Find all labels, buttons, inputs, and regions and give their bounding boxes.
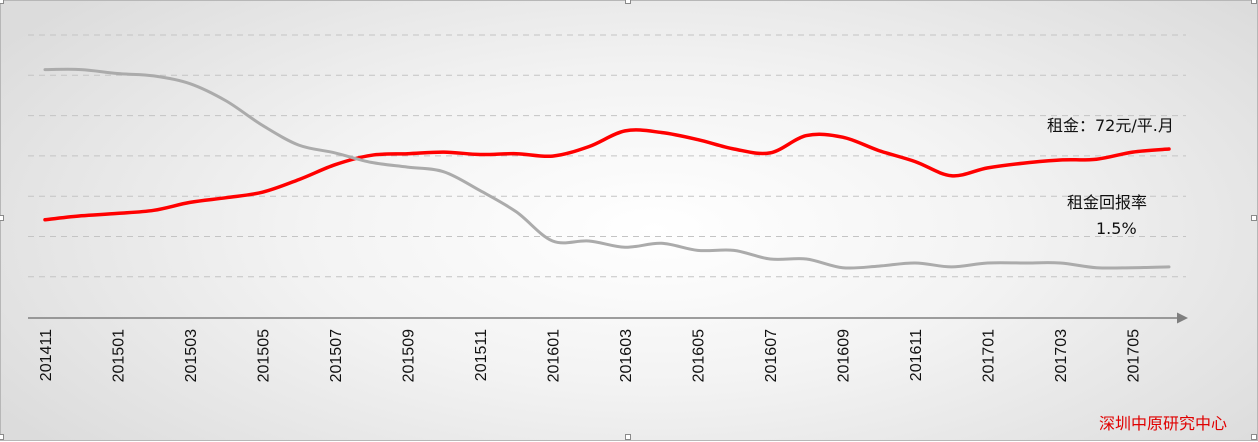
source-label: 深圳中原研究中心 <box>1099 414 1227 433</box>
x-axis-arrow-icon <box>1177 312 1188 324</box>
yield-annotation-value: 1.5% <box>1096 219 1137 238</box>
x-axis <box>28 312 1188 324</box>
yield-series-line <box>43 67 1171 270</box>
x-tick-label: 201703 <box>1053 329 1070 382</box>
x-tick-label: 201705 <box>1126 329 1143 382</box>
x-tick-label: 201701 <box>981 329 998 382</box>
resize-handle-bottom-left[interactable] <box>0 434 4 440</box>
resize-handle-bottom[interactable] <box>625 434 631 440</box>
x-tick-label: 201503 <box>183 329 200 382</box>
rent-annotation: 租金：72元/平.月 <box>1047 116 1174 135</box>
resize-handle-top-right[interactable] <box>1251 0 1257 4</box>
x-tick-label: 201505 <box>256 329 273 382</box>
x-tick-label: 201611 <box>908 329 925 381</box>
x-tick-label: 201511 <box>473 329 490 381</box>
x-tick-label: 201411 <box>38 329 55 381</box>
series-lines <box>43 67 1171 270</box>
x-tick-labels: 201411 201501 201503 201505 201507 201509 2015… <box>38 329 1143 382</box>
resize-handle-top-left[interactable] <box>0 0 4 4</box>
rent-series-line <box>43 128 1171 222</box>
x-tick-label: 201605 <box>691 329 708 382</box>
x-tick-label: 201509 <box>401 329 418 382</box>
resize-handle-top[interactable] <box>625 0 631 4</box>
x-tick-label: 201501 <box>111 329 128 382</box>
resize-handle-bottom-right[interactable] <box>1251 434 1257 440</box>
x-tick-label: 201607 <box>763 329 780 382</box>
x-tick-label: 201603 <box>618 329 635 382</box>
yield-annotation-label: 租金回报率 <box>1067 193 1147 212</box>
gridlines <box>28 34 1186 278</box>
resize-handle-left[interactable] <box>0 215 4 221</box>
resize-handle-right[interactable] <box>1251 215 1257 221</box>
x-tick-label: 201609 <box>836 329 853 382</box>
x-tick-label: 201507 <box>328 329 345 382</box>
x-tick-label: 201601 <box>546 329 563 382</box>
